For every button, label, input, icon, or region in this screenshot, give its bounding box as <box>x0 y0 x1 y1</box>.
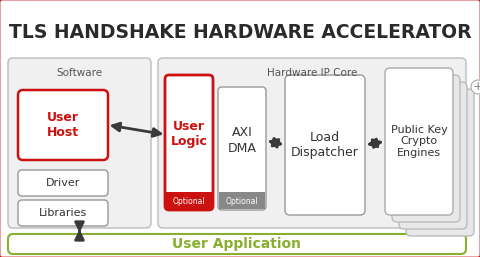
Text: Software: Software <box>57 68 103 78</box>
Text: Libraries: Libraries <box>39 208 87 218</box>
Bar <box>166 192 212 209</box>
Text: Driver: Driver <box>46 178 80 188</box>
Circle shape <box>471 80 480 94</box>
Text: Public Key
Crypto
Engines: Public Key Crypto Engines <box>391 125 447 158</box>
Bar <box>219 192 265 209</box>
FancyBboxPatch shape <box>18 200 108 226</box>
FancyBboxPatch shape <box>392 75 460 222</box>
Text: User
Logic: User Logic <box>170 121 207 149</box>
FancyBboxPatch shape <box>399 82 467 229</box>
FancyBboxPatch shape <box>158 58 466 228</box>
Text: AXI
DMA: AXI DMA <box>228 126 256 154</box>
FancyBboxPatch shape <box>8 234 466 254</box>
Text: Hardware IP Core: Hardware IP Core <box>267 68 357 78</box>
FancyBboxPatch shape <box>165 75 213 210</box>
Text: Optional: Optional <box>173 197 205 206</box>
FancyBboxPatch shape <box>285 75 365 215</box>
Text: Optional: Optional <box>226 197 258 206</box>
FancyBboxPatch shape <box>18 90 108 160</box>
Text: +: + <box>473 80 480 94</box>
Text: User Application: User Application <box>172 237 301 251</box>
Text: Load
Dispatcher: Load Dispatcher <box>291 131 359 159</box>
FancyBboxPatch shape <box>18 170 108 196</box>
FancyBboxPatch shape <box>218 87 266 210</box>
FancyBboxPatch shape <box>8 58 151 228</box>
FancyBboxPatch shape <box>406 89 474 236</box>
Text: User
Host: User Host <box>47 111 79 139</box>
Text: TLS HANDSHAKE HARDWARE ACCELERATOR: TLS HANDSHAKE HARDWARE ACCELERATOR <box>9 23 471 41</box>
FancyBboxPatch shape <box>385 68 453 215</box>
